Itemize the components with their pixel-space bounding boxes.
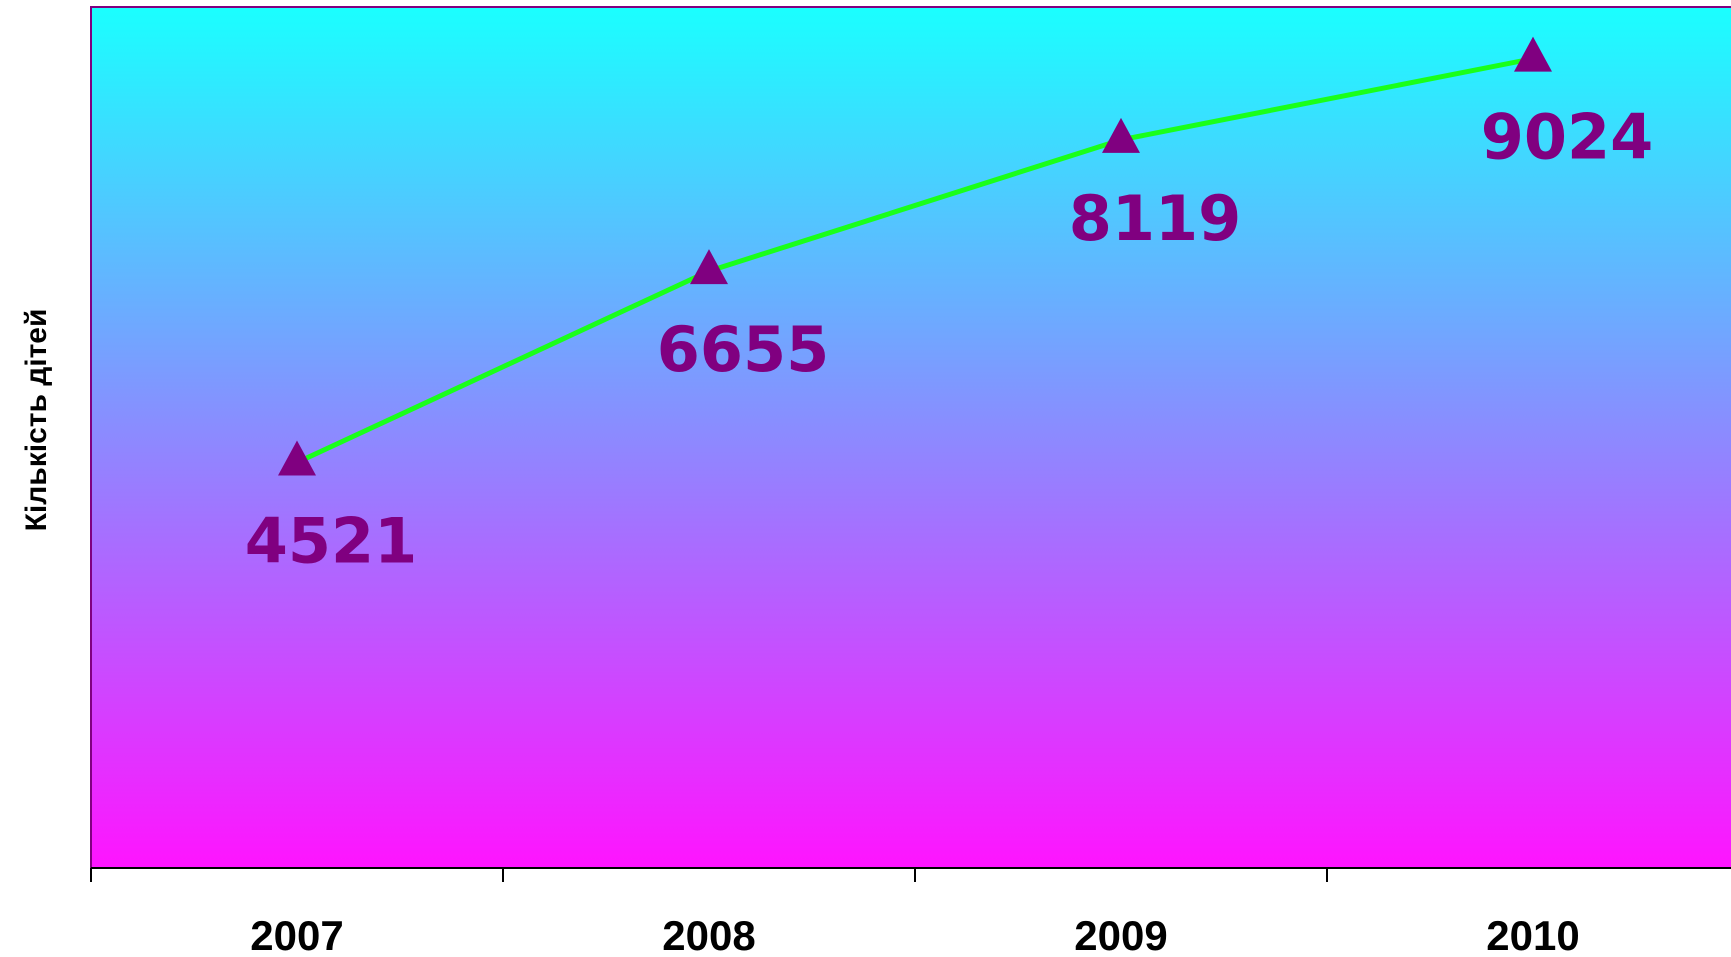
data-point-marker — [690, 249, 728, 285]
data-label: 4521 — [245, 505, 418, 578]
y-axis-label: Кількість дітей — [20, 309, 53, 532]
x-tick-label: 2010 — [1486, 912, 1579, 957]
data-label: 9024 — [1481, 101, 1654, 174]
x-axis-ticks — [90, 868, 1328, 882]
data-point-marker — [1102, 117, 1140, 153]
markers-group — [278, 36, 1552, 476]
x-tick-label: 2008 — [662, 912, 755, 957]
series-line-group — [295, 56, 1534, 465]
data-point-marker — [1514, 36, 1552, 72]
x-tick-label: 2007 — [250, 912, 343, 957]
plot-area — [90, 6, 1731, 869]
data-point-marker — [278, 440, 316, 476]
data-label: 6655 — [657, 313, 830, 386]
x-tick-label: 2009 — [1074, 912, 1167, 957]
series-line — [295, 56, 1534, 465]
data-labels-group: 4521 6655 8119 9024 — [245, 101, 1654, 578]
x-axis-tick-labels: 2007 2008 2009 2010 — [250, 912, 1579, 957]
data-label: 8119 — [1069, 182, 1242, 255]
